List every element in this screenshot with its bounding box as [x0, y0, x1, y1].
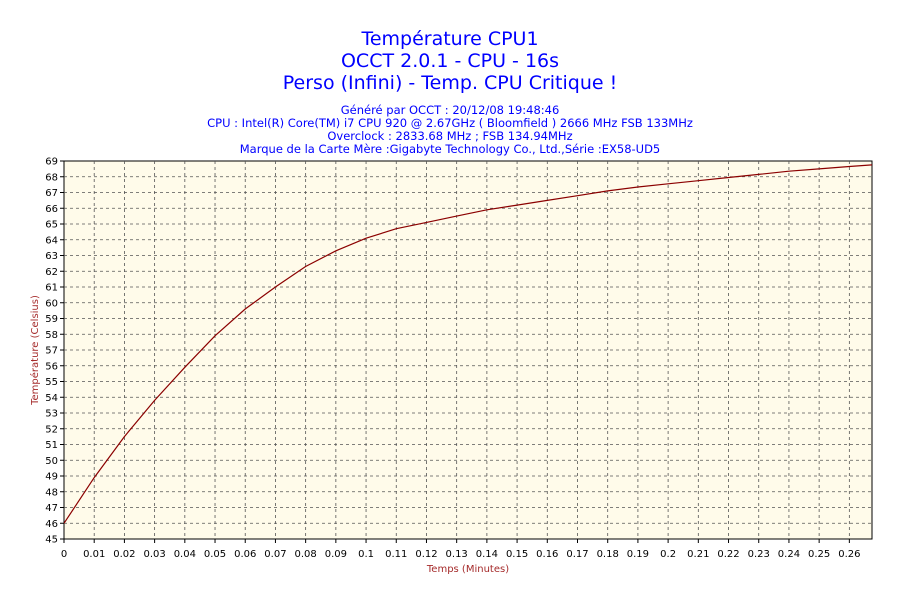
y-axis-label: Température (Celsius) [29, 295, 41, 406]
x-tick-label: 0.19 [627, 549, 649, 560]
cpu-info: CPU : Intel(R) Core(TM) i7 CPU 920 @ 2.6… [207, 116, 693, 130]
y-tick-label: 58 [45, 330, 58, 341]
x-tick-label: 0.05 [204, 549, 226, 560]
chart-subtitle-mode: Perso (Infini) - Temp. CPU Critique ! [282, 72, 618, 94]
x-tick-label: 0.11 [385, 549, 407, 560]
x-tick-label: 0.18 [597, 549, 619, 560]
x-tick-label: 0.2 [660, 549, 676, 560]
x-tick-label: 0.14 [476, 549, 498, 560]
y-tick-label: 69 [45, 157, 58, 168]
x-tick-label: 0.26 [838, 549, 860, 560]
overclock-info: Overclock : 2833.68 MHz ; FSB 134.94MHz [327, 129, 573, 143]
y-tick-label: 61 [45, 283, 58, 294]
y-tick-label: 51 [45, 440, 58, 451]
y-tick-label: 57 [45, 346, 58, 357]
y-tick-label: 60 [45, 298, 58, 309]
x-tick-label: 0.13 [446, 549, 468, 560]
x-tick-label: 0.06 [234, 549, 256, 560]
x-tick-label: 0.22 [717, 549, 739, 560]
x-tick-label: 0.03 [143, 549, 165, 560]
x-tick-label: 0.01 [83, 549, 105, 560]
y-tick-label: 47 [45, 503, 58, 514]
y-tick-label: 52 [45, 424, 58, 435]
x-tick-label: 0.15 [506, 549, 528, 560]
x-tick-label: 0.24 [778, 549, 800, 560]
x-tick-label: 0.1 [358, 549, 374, 560]
series-layer [63, 164, 873, 524]
y-tick-label: 66 [45, 204, 58, 215]
x-tick-label: 0.17 [566, 549, 588, 560]
y-tick-label: 65 [45, 220, 58, 231]
x-tick-label: 0.04 [174, 549, 196, 560]
x-tick-label: 0.16 [536, 549, 558, 560]
chart-subtitle-test: OCCT 2.0.1 - CPU - 16s [340, 50, 560, 72]
x-tick-label: 0.02 [113, 549, 135, 560]
y-tick-label: 45 [45, 535, 58, 546]
chart-title: Température CPU1 [361, 28, 539, 50]
y-tick-label: 55 [45, 377, 58, 388]
x-axis-ticks: 0 0.01 0.02 0.03 0.04 0.05 0.06 0.07 0.08 0.09 0.1… [61, 539, 860, 560]
x-tick-label: 0.09 [325, 549, 347, 560]
y-tick-label: 54 [45, 393, 58, 404]
y-tick-label: 50 [45, 456, 58, 467]
generated-info: Généré par OCCT : 20/12/08 19:48:46 [340, 103, 560, 117]
x-tick-label: 0 [61, 549, 67, 560]
y-tick-label: 59 [45, 314, 58, 325]
y-tick-label: 62 [45, 267, 58, 278]
x-tick-label: 0.08 [295, 549, 317, 560]
x-tick-label: 0.12 [415, 549, 437, 560]
x-tick-label: 0.21 [687, 549, 709, 560]
temperature-series-line [63, 164, 873, 524]
y-tick-label: 56 [45, 361, 58, 372]
x-tick-label: 0.25 [808, 549, 830, 560]
motherboard-info: Marque de la Carte Mère :Gigabyte Techno… [239, 142, 661, 156]
x-tick-label: 0.23 [748, 549, 770, 560]
y-tick-label: 68 [45, 172, 58, 183]
y-tick-label: 48 [45, 487, 58, 498]
y-tick-label: 67 [45, 188, 58, 199]
x-axis-label: Temps (Minutes) [426, 564, 509, 575]
grid [64, 161, 872, 539]
y-tick-label: 53 [45, 409, 58, 420]
y-tick-label: 49 [45, 472, 58, 483]
y-tick-label: 64 [45, 235, 58, 246]
y-tick-label: 46 [45, 519, 58, 530]
y-axis-ticks: 45 46 47 48 49 50 51 52 53 54 55 56 57 58 59 60 61 62 63 64… [45, 157, 64, 546]
y-tick-label: 63 [45, 251, 58, 262]
x-tick-label: 0.07 [264, 549, 286, 560]
